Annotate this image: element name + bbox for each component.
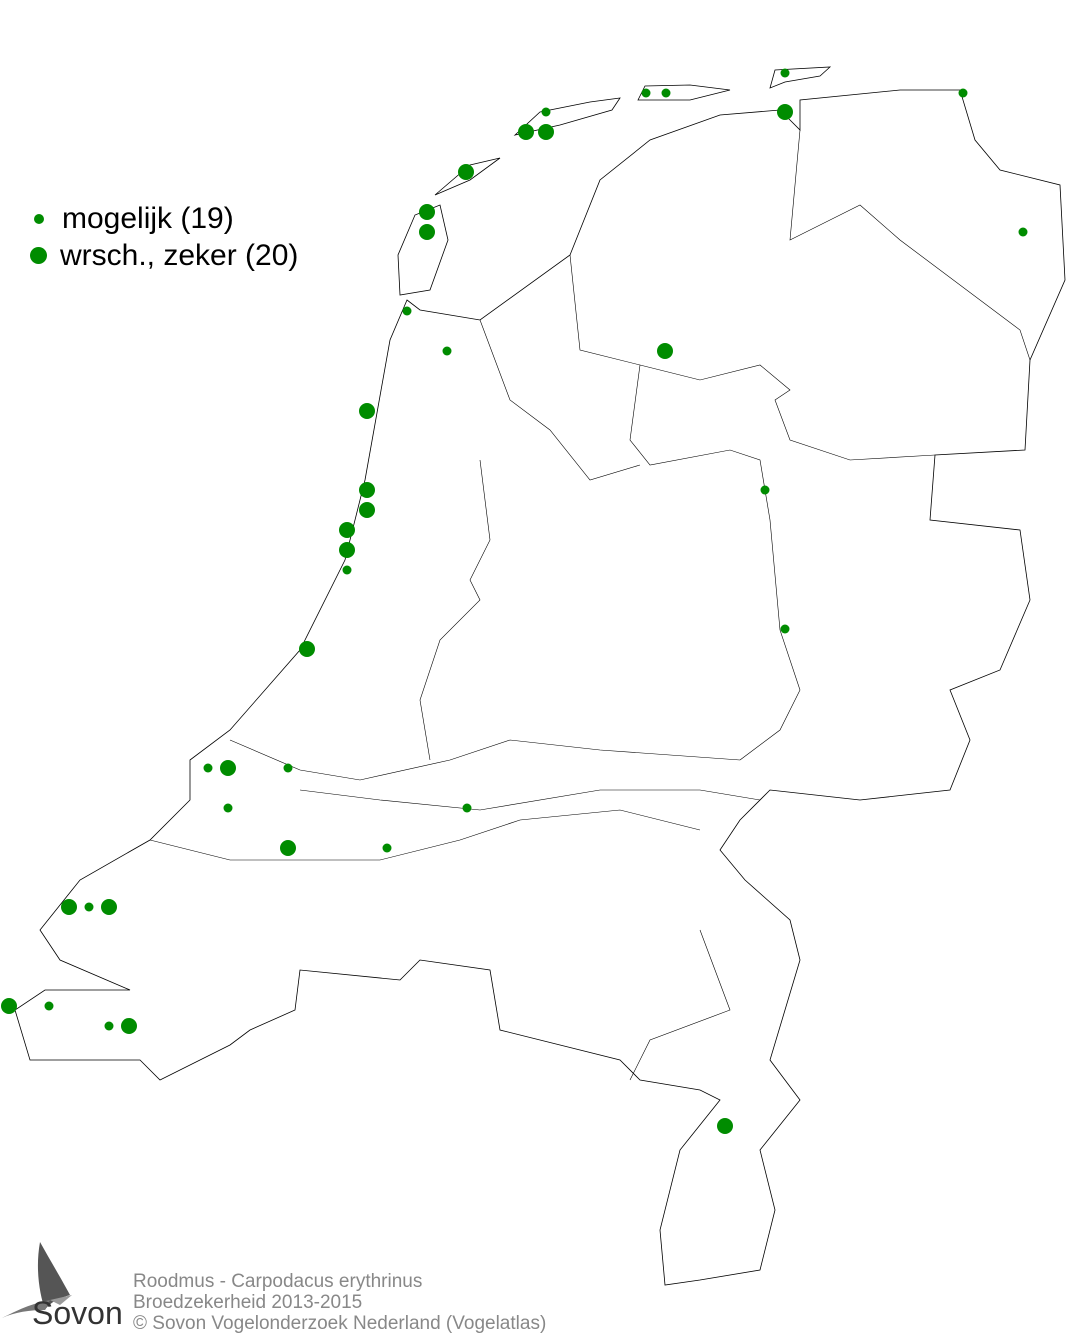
observation-dot-possible: [342, 565, 352, 575]
credits: Roodmus - Carpodacus erythrinus Broedzek…: [133, 1271, 546, 1334]
observation-dot-possible: [104, 1021, 114, 1031]
island-texel: [397, 204, 449, 296]
observation-dot-probable: [121, 1018, 137, 1034]
observation-dot-possible: [641, 88, 651, 98]
observation-dot-possible: [84, 902, 94, 912]
observation-dot-possible: [223, 803, 233, 813]
species-title: Roodmus - Carpodacus erythrinus: [133, 1271, 423, 1292]
observation-dot-probable: [657, 343, 673, 359]
observation-dot-probable: [458, 164, 474, 180]
country-outline: [14, 89, 1066, 1286]
observation-dot-probable: [299, 641, 315, 657]
small-dot-icon: [34, 213, 44, 224]
island-terschelling: [513, 97, 621, 136]
copyright: © Sovon Vogelonderzoek Nederland (Vogela…: [133, 1313, 547, 1334]
island-ameland: [637, 84, 731, 101]
observation-dot-probable: [61, 899, 77, 915]
observation-dot-possible: [780, 624, 790, 634]
observation-dot-probable: [518, 124, 534, 140]
observation-dot-probable: [220, 760, 236, 776]
observation-dot-possible: [760, 485, 770, 495]
observation-dot-probable: [359, 403, 375, 419]
observation-dot-possible: [661, 88, 671, 98]
observation-dot-probable: [419, 204, 435, 220]
legend-label: mogelijk (19): [62, 202, 234, 235]
sovon-swallow-logo: [2, 1242, 72, 1318]
observation-dot-possible: [44, 1001, 54, 1011]
observation-dot-probable: [359, 482, 375, 498]
observation-dot-probable: [339, 522, 355, 538]
observation-dot-probable: [280, 840, 296, 856]
observation-dot-probable: [717, 1118, 733, 1134]
observation-dot-possible: [462, 803, 472, 813]
legend-item-possible: mogelijk (19): [28, 200, 298, 237]
observation-dot-possible: [402, 306, 412, 316]
legend-label: wrsch., zeker (20): [60, 239, 299, 272]
observation-dot-possible: [442, 346, 452, 356]
observation-dot-possible: [382, 843, 392, 853]
observation-dot-probable: [101, 899, 117, 915]
observation-dot-probable: [777, 104, 793, 120]
observation-dot-possible: [780, 68, 790, 78]
observation-dot-possible: [1018, 227, 1028, 237]
island-schiermonnikoog: [769, 66, 832, 89]
large-dot-icon: [30, 247, 47, 264]
island-vlieland: [434, 157, 501, 196]
observation-dot-probable: [1, 998, 17, 1014]
observation-dot-probable: [339, 542, 355, 558]
observation-dot-probable: [419, 224, 435, 240]
observation-dot-probable: [359, 502, 375, 518]
observation-dot-possible: [203, 763, 213, 773]
observation-dot-possible: [958, 88, 968, 98]
legend-item-probable-certain: wrsch., zeker (20): [28, 237, 298, 274]
observation-dot-possible: [541, 107, 551, 117]
legend: mogelijk (19) wrsch., zeker (20): [28, 200, 298, 274]
observation-dot-probable: [538, 124, 554, 140]
map-subtitle: Broedzekerheid 2013-2015: [133, 1292, 363, 1313]
observation-dot-possible: [283, 763, 293, 773]
logo-text: Sovon: [32, 1295, 123, 1331]
